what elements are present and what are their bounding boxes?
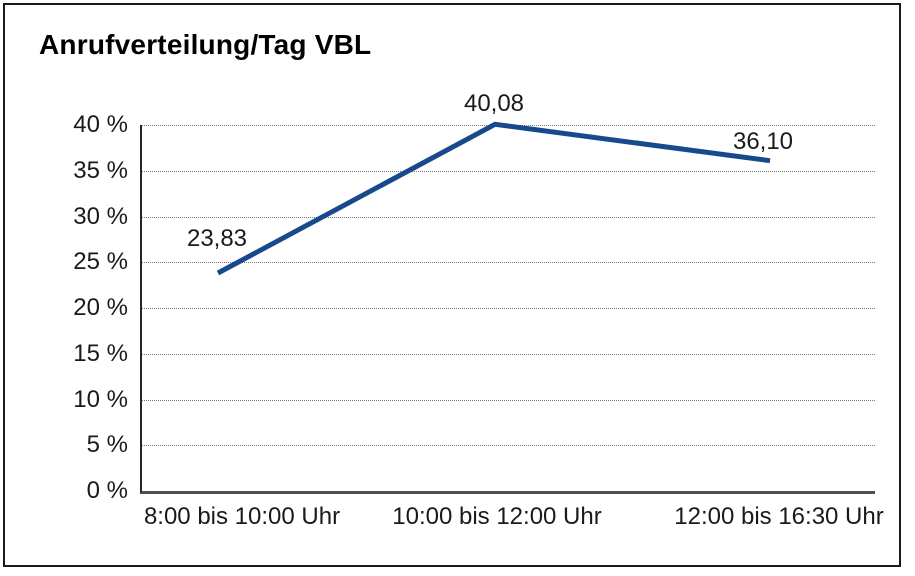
y-tick-label: 35 %: [73, 156, 128, 184]
y-tick-label: 30 %: [73, 202, 128, 230]
gridline: [142, 445, 875, 447]
data-label: 40,08: [463, 90, 525, 117]
gridline: [142, 216, 875, 218]
x-tick-label: 10:00 bis 12:00 Uhr: [392, 503, 602, 530]
y-tick-label: 0 %: [86, 477, 128, 504]
gridline: [142, 170, 875, 172]
chart-title: Anrufverteilung/Tag VBL: [39, 29, 372, 60]
y-tick-label: 15 %: [73, 339, 128, 367]
y-tick-label: 5 %: [86, 431, 128, 459]
gridline: [142, 399, 875, 401]
gridline: [142, 125, 875, 126]
x-tick-label: 12:00 bis 16:30 Uhr: [674, 503, 884, 530]
gridline: [142, 308, 875, 309]
y-tick-label: 25 %: [73, 248, 128, 276]
y-tick-label: 40 %: [73, 111, 128, 138]
plot-area: [140, 125, 875, 494]
gridline: [142, 353, 875, 355]
data-label: 36,10: [732, 128, 794, 155]
y-tick-label: 20 %: [73, 294, 128, 321]
gridline: [142, 262, 875, 264]
x-tick-label: 8:00 bis 10:00 Uhr: [143, 503, 341, 530]
data-label: 23,83: [186, 225, 248, 252]
chart-border: [3, 3, 901, 567]
y-tick-label: 10 %: [73, 385, 128, 413]
